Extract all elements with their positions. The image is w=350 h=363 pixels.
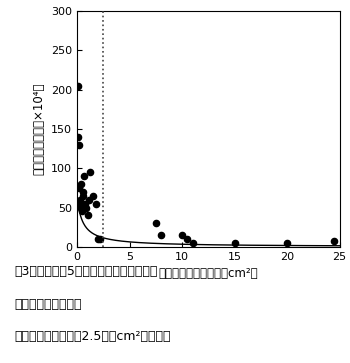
Text: 図3　前培養（5日間）におけるコロニー: 図3 前培養（5日間）におけるコロニー — [14, 265, 158, 278]
Point — [86, 197, 91, 203]
Point — [80, 193, 86, 199]
Point — [190, 240, 195, 246]
Point — [95, 236, 101, 242]
Point — [77, 197, 83, 203]
Point — [97, 236, 103, 242]
X-axis label: コロニー密度　（個／cm²）: コロニー密度 （個／cm²） — [159, 267, 258, 280]
Text: 密度と形成分生子数: 密度と形成分生子数 — [14, 298, 82, 311]
Point — [79, 208, 85, 214]
Point — [90, 193, 96, 199]
Point — [78, 205, 84, 211]
Point — [85, 212, 90, 218]
Point — [76, 142, 81, 147]
Point — [84, 205, 89, 211]
Point — [232, 240, 237, 246]
Point — [77, 201, 83, 207]
Point — [153, 220, 159, 226]
Point — [184, 236, 190, 242]
Point — [78, 181, 83, 187]
Point — [82, 173, 87, 179]
Point — [83, 201, 88, 207]
Point — [331, 238, 337, 244]
Point — [284, 240, 290, 246]
Text: 点線はコロニー密度2.5個／cm²を示す。: 点線はコロニー密度2.5個／cm²を示す。 — [14, 330, 170, 343]
Point — [179, 232, 185, 238]
Point — [158, 232, 164, 238]
Y-axis label: 形成分生子数　（×10⁴）: 形成分生子数 （×10⁴） — [33, 83, 46, 175]
Point — [76, 185, 82, 191]
Point — [80, 189, 86, 195]
Point — [75, 83, 80, 89]
Point — [93, 201, 99, 207]
Point — [87, 169, 92, 175]
Point — [75, 134, 81, 140]
